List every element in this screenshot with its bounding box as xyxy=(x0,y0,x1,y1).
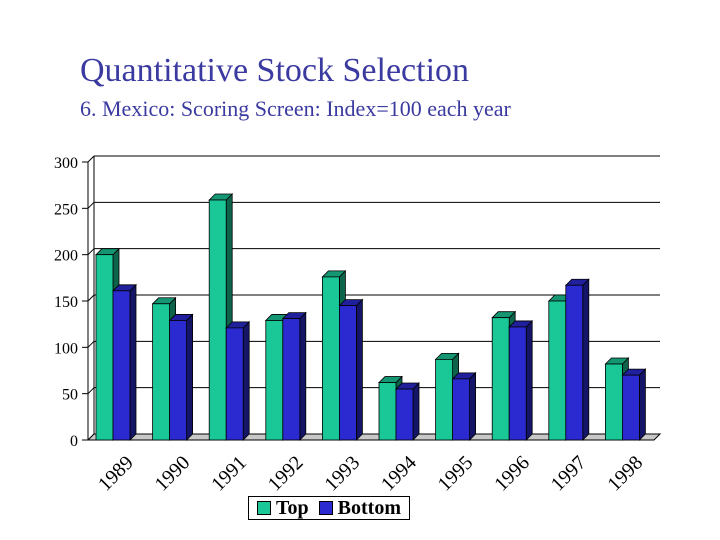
bar-top-1994 xyxy=(378,382,397,441)
chart-subtitle: 6. Mexico: Scoring Screen: Index=100 eac… xyxy=(80,96,511,121)
bar-side xyxy=(129,283,137,441)
y-tick-label: 250 xyxy=(54,201,78,218)
bar-top-1993 xyxy=(321,276,340,441)
bar-side xyxy=(186,313,194,441)
x-tick-label: 1995 xyxy=(434,452,478,496)
y-tick-label: 100 xyxy=(54,340,78,357)
gridline-depth xyxy=(87,340,95,348)
bar-top-1991 xyxy=(208,199,227,441)
bar-bottom-1989 xyxy=(112,290,131,441)
bar-bottom-1990 xyxy=(169,320,188,441)
y-tick-label: 0 xyxy=(70,433,78,450)
y-tick-label: 50 xyxy=(62,387,78,404)
bar-side xyxy=(469,371,477,441)
legend-entry-top: Top xyxy=(257,497,309,520)
x-tick-label: 1997 xyxy=(547,452,591,496)
x-tick-label: 1994 xyxy=(377,452,421,496)
gridline-depth xyxy=(87,387,95,395)
y-tick-label: 300 xyxy=(54,155,78,172)
bar-bottom-1996 xyxy=(508,326,527,441)
x-tick-label: 1991 xyxy=(207,452,251,496)
chart-title: Quantitative Stock Selection xyxy=(80,52,470,89)
bar-top-1992 xyxy=(265,320,284,441)
legend-label-top: Top xyxy=(276,496,309,519)
gridline-depth xyxy=(87,248,95,256)
legend-swatch-bottom xyxy=(318,501,333,515)
gridline-depth xyxy=(87,294,95,302)
bar-top-1997 xyxy=(548,300,567,441)
legend-label-bottom: Bottom xyxy=(337,496,401,519)
legend-swatch-top xyxy=(257,501,272,515)
bar-bottom-1998 xyxy=(622,374,640,441)
bar-bottom-1993 xyxy=(338,305,357,441)
bar-side xyxy=(639,368,646,441)
bar-bottom-1992 xyxy=(282,318,301,441)
legend-entry-bottom: Bottom xyxy=(318,496,401,520)
bar-top-1998 xyxy=(605,363,623,441)
bar-side xyxy=(525,319,533,441)
bar-bottom-1994 xyxy=(395,388,414,441)
gridline-depth xyxy=(87,155,95,163)
bar-top-1989 xyxy=(95,254,114,441)
y-tick-label: 200 xyxy=(54,248,78,265)
gridline-depth xyxy=(87,201,95,209)
legend: Top Bottom xyxy=(248,496,410,520)
bar-side xyxy=(355,298,363,441)
bar-side xyxy=(242,320,250,441)
bar-side xyxy=(299,311,307,441)
x-tick-label: 1989 xyxy=(94,452,138,496)
bar-top-1996 xyxy=(491,317,510,441)
bar-side xyxy=(412,382,420,441)
x-tick-label: 1990 xyxy=(151,452,195,496)
bar-bottom-1997 xyxy=(565,284,584,441)
x-tick-label: 1996 xyxy=(490,452,534,496)
x-tick-label: 1992 xyxy=(264,452,308,496)
x-tick-label: 1998 xyxy=(603,452,647,496)
bar-top-1995 xyxy=(435,358,454,441)
x-tick-label: 1993 xyxy=(320,452,364,496)
y-tick-label: 150 xyxy=(54,294,78,311)
bar-top-1990 xyxy=(152,303,171,441)
bar-bottom-1991 xyxy=(225,327,244,441)
bar-side xyxy=(582,278,590,441)
bar-bottom-1995 xyxy=(452,378,471,441)
